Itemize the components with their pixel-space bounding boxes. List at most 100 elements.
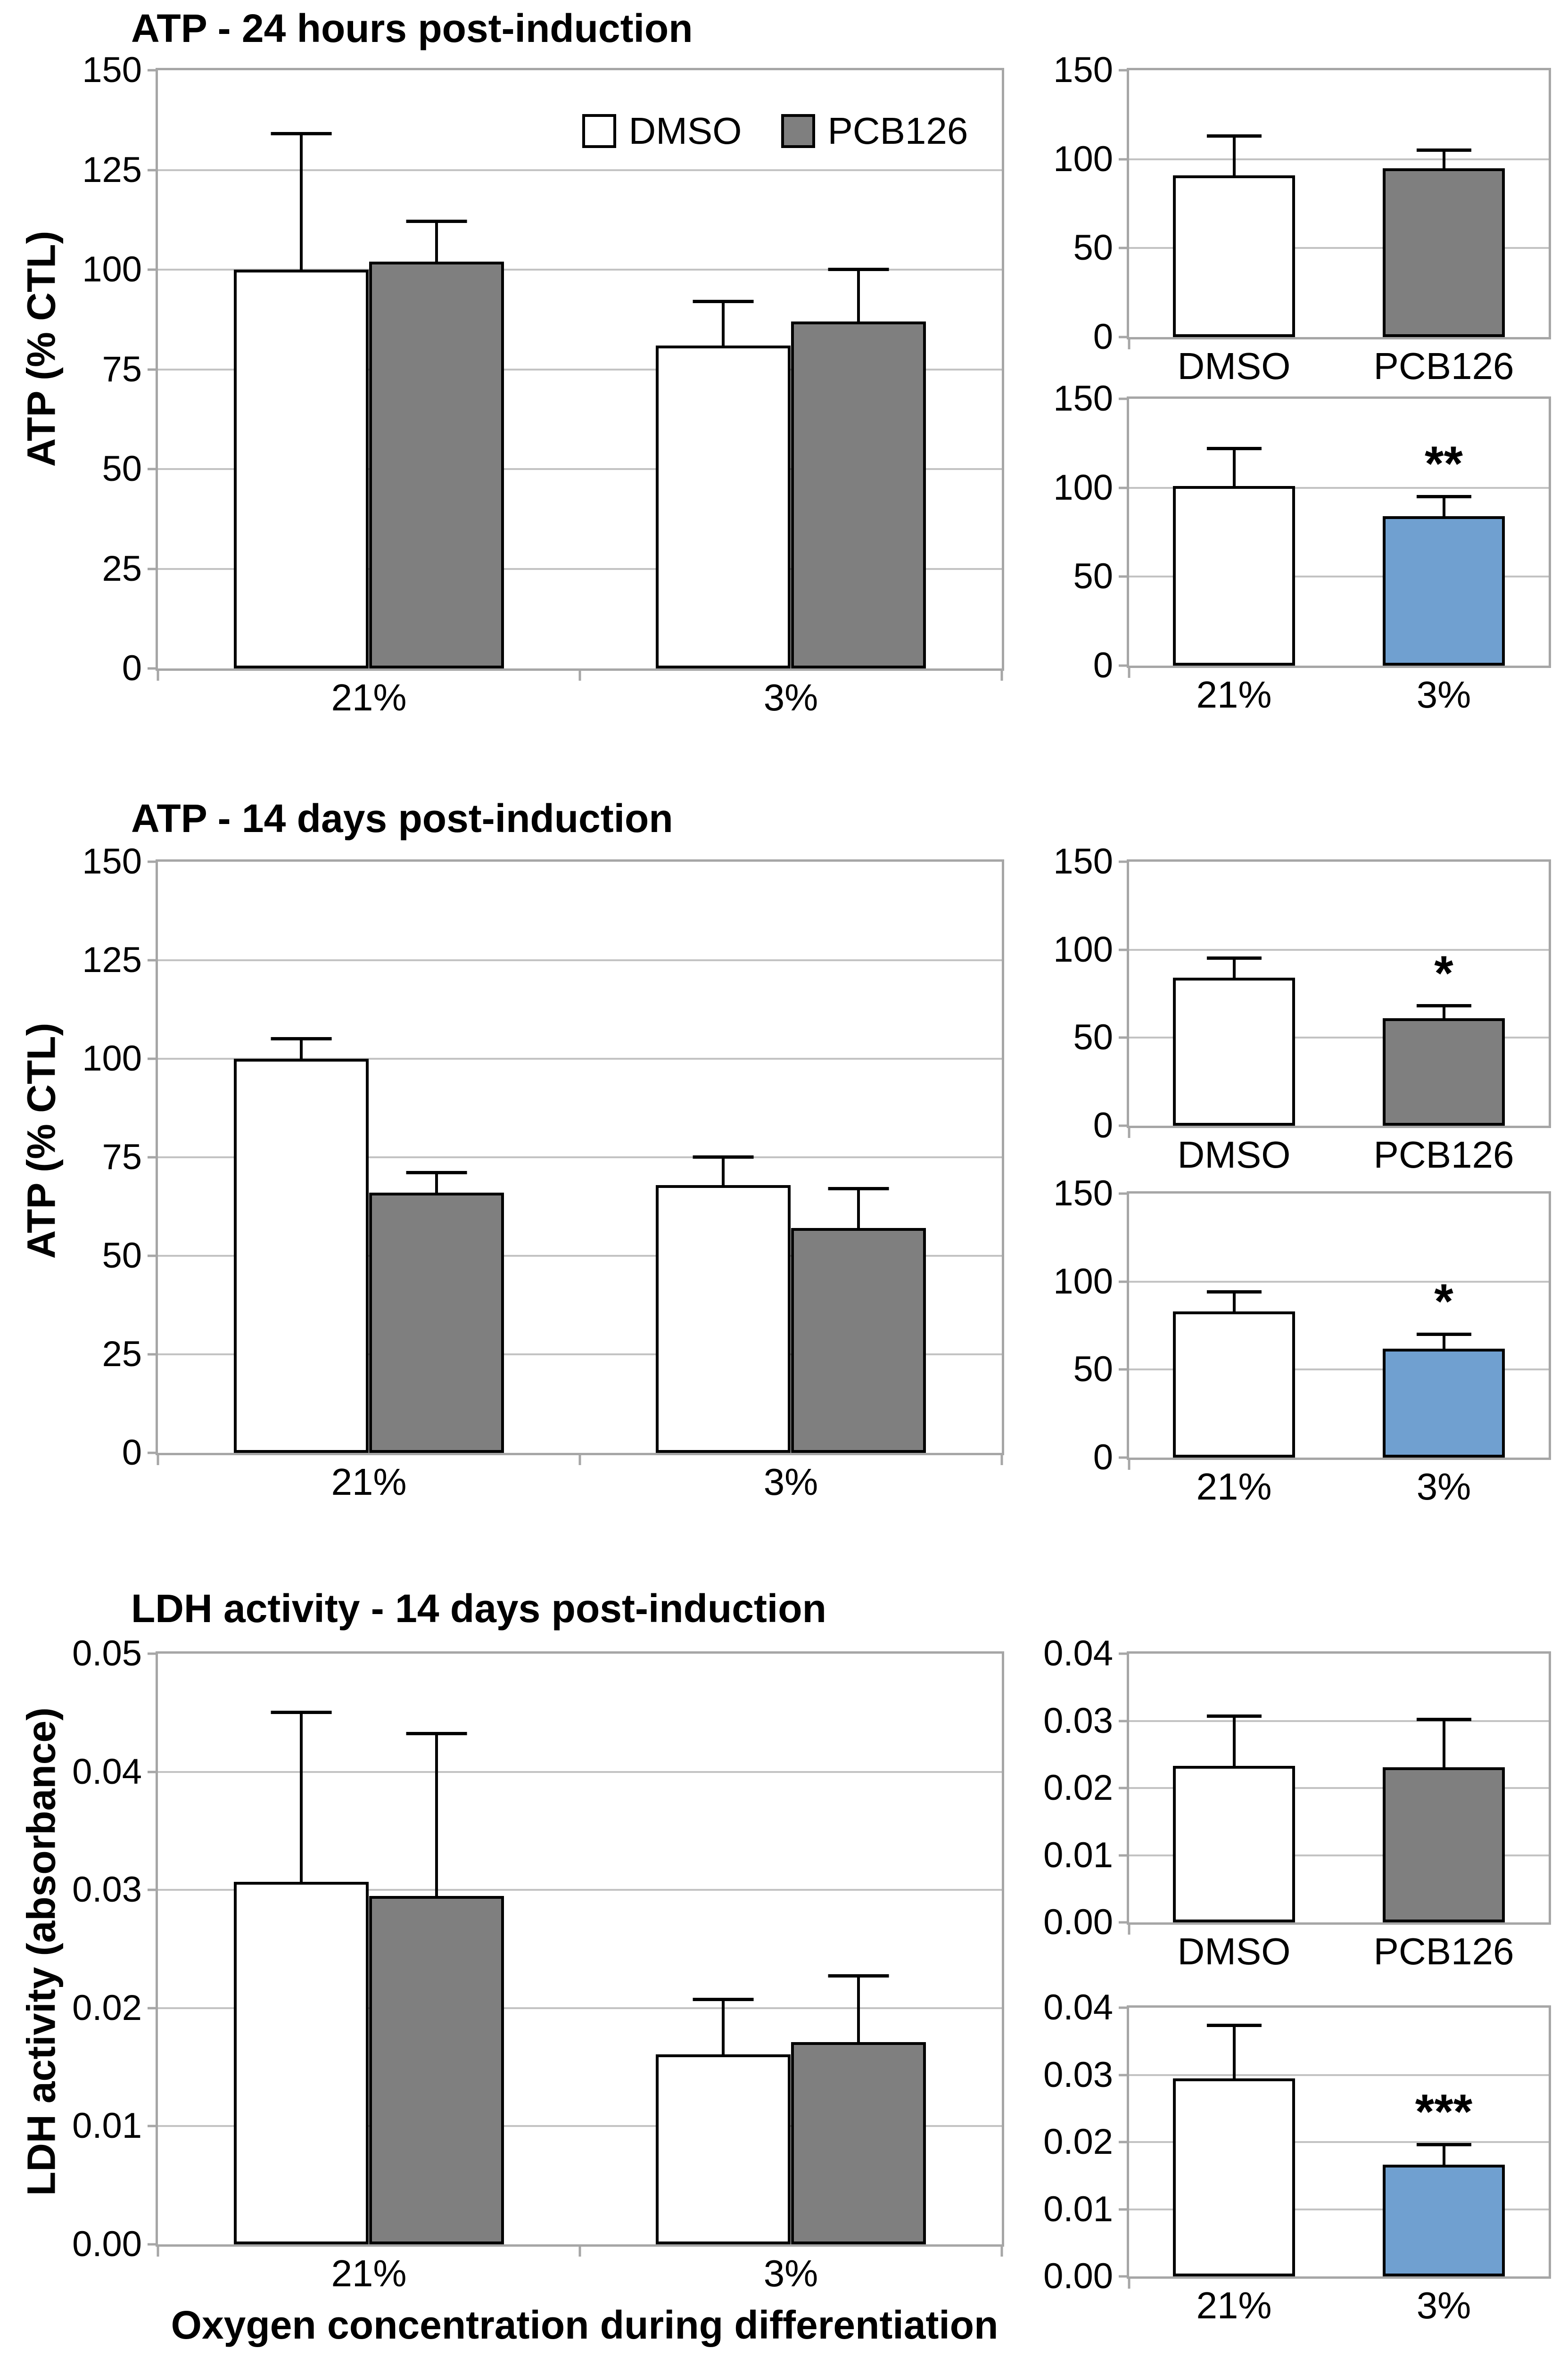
gridline bbox=[158, 1255, 1002, 1257]
chart-atp14-by-treatment: 0 50 100 150 DMSO * PCB126 bbox=[1053, 844, 1551, 1174]
x-tick-label: 3% bbox=[763, 676, 818, 718]
y-tick-label: 50 bbox=[1073, 1017, 1113, 1058]
x-tick-label: 21% bbox=[331, 2252, 407, 2294]
bar-3pct-dmso bbox=[656, 1185, 791, 1453]
gridline bbox=[158, 1058, 1002, 1060]
y-tick bbox=[1119, 2074, 1129, 2076]
y-tick bbox=[1119, 1720, 1129, 1722]
y-tick-label: 0.01 bbox=[1043, 2189, 1113, 2229]
y-tick-label: 25 bbox=[102, 548, 142, 589]
gridline bbox=[158, 2125, 1002, 2127]
gridline bbox=[158, 1353, 1002, 1355]
x-tick bbox=[1128, 1458, 1131, 1470]
gridline bbox=[158, 959, 1002, 961]
x-tick bbox=[1000, 2244, 1003, 2257]
y-tick bbox=[1119, 336, 1129, 338]
x-tick-label: 3% bbox=[763, 2252, 818, 2294]
error-bar bbox=[300, 134, 303, 270]
x-tick bbox=[578, 2244, 581, 2257]
gridline bbox=[1129, 576, 1549, 578]
error-bar-cap bbox=[693, 1155, 754, 1159]
error-bar-cap bbox=[1206, 956, 1262, 960]
y-tick bbox=[1119, 158, 1129, 161]
y-tick-label: 150 bbox=[82, 841, 142, 882]
x-tick-label: PCB126 bbox=[1373, 1930, 1514, 1972]
y-tick bbox=[148, 1156, 158, 1159]
error-bar bbox=[857, 1188, 860, 1228]
y-tick bbox=[1119, 1036, 1129, 1039]
gridline bbox=[158, 1889, 1002, 1891]
y-tick bbox=[1119, 1192, 1129, 1195]
x-tick-label: 21% bbox=[1196, 674, 1272, 716]
chart-title-ldh: LDH activity - 14 days post-induction bbox=[131, 1586, 826, 1631]
gridline bbox=[158, 2007, 1002, 2009]
y-tick-label: 125 bbox=[82, 149, 142, 190]
bar-pcb126-pcb126 bbox=[1383, 1767, 1505, 1922]
error-bar-cap bbox=[271, 132, 332, 136]
gridline bbox=[1129, 2074, 1549, 2076]
gridline bbox=[158, 368, 1002, 371]
y-tick-label: 50 bbox=[1073, 1349, 1113, 1390]
x-tick-label: DMSO bbox=[1177, 1134, 1291, 1176]
gridline bbox=[1129, 247, 1549, 249]
error-bar bbox=[1232, 958, 1236, 978]
gridline bbox=[158, 269, 1002, 271]
legend-label: PCB126 bbox=[827, 109, 968, 152]
x-tick bbox=[578, 1453, 581, 1465]
gridline bbox=[1129, 1037, 1549, 1039]
y-tick bbox=[1119, 2006, 1129, 2009]
y-tick-label: 150 bbox=[82, 50, 142, 90]
y-tick bbox=[1119, 2141, 1129, 2143]
y-tick-label: 0.00 bbox=[1043, 2256, 1113, 2296]
y-tick-label: 50 bbox=[1073, 228, 1113, 268]
legend-label: DMSO bbox=[628, 109, 742, 152]
chart-ldh-by-oxygen: 0.00 0.01 0.02 0.03 0.04 21% *** 3% bbox=[1043, 1990, 1551, 2324]
error-bar bbox=[722, 2000, 725, 2054]
bar-pcb126-pcb126 bbox=[1383, 1018, 1505, 1126]
error-bar-cap bbox=[406, 1732, 467, 1736]
significance-label: * bbox=[1434, 1274, 1453, 1329]
bar-21pct-pcb126 bbox=[369, 1895, 504, 2244]
y-tick-label: 0 bbox=[1093, 1437, 1113, 1477]
y-tick bbox=[148, 1451, 158, 1454]
y-tick-label: 100 bbox=[82, 249, 142, 289]
x-tick bbox=[1000, 1453, 1003, 1465]
y-tick-label: 0 bbox=[122, 1433, 142, 1473]
gridline bbox=[158, 1156, 1002, 1158]
error-bar bbox=[1232, 1292, 1236, 1312]
y-tick bbox=[1119, 575, 1129, 578]
error-bar bbox=[857, 1976, 860, 2043]
bar-dmso-dmso bbox=[1173, 175, 1295, 337]
error-bar-cap bbox=[1206, 1290, 1262, 1294]
error-bar bbox=[1442, 1006, 1445, 1019]
y-tick bbox=[1119, 486, 1129, 489]
error-bar bbox=[1232, 136, 1236, 175]
y-tick-label: 0.02 bbox=[1043, 1768, 1113, 1808]
bar-21pct-21pct bbox=[1173, 1311, 1295, 1458]
error-bar-cap bbox=[1206, 446, 1262, 450]
y-tick bbox=[148, 2007, 158, 2010]
y-tick bbox=[1119, 664, 1129, 667]
x-tick bbox=[1128, 1922, 1131, 1935]
y-tick-label: 0.03 bbox=[72, 1870, 142, 1910]
y-tick bbox=[1119, 2275, 1129, 2278]
error-bar-cap bbox=[271, 1037, 332, 1041]
y-tick-label: 0.00 bbox=[1043, 1902, 1113, 1942]
x-tick-label: DMSO bbox=[1177, 1930, 1291, 1972]
y-tick-label: 0.01 bbox=[1043, 1835, 1113, 1875]
chart-ldh-main: 0.00 0.01 0.02 0.03 0.04 0.05 21% 3% bbox=[72, 1636, 1004, 2292]
significance-label: * bbox=[1434, 946, 1453, 1001]
x-tick bbox=[578, 668, 581, 681]
gridline bbox=[158, 169, 1002, 171]
gridline bbox=[1129, 1854, 1549, 1856]
error-bar-cap bbox=[828, 1187, 889, 1190]
gridline bbox=[1129, 2208, 1549, 2210]
y-tick bbox=[1119, 1787, 1129, 1789]
bar-3pct-pcb126 bbox=[791, 2042, 926, 2244]
bar-3pct-pcb126 bbox=[791, 321, 926, 668]
bar-3pct-3pct bbox=[1383, 1348, 1505, 1458]
error-bar-cap bbox=[1416, 494, 1471, 498]
x-tick-label: 21% bbox=[1196, 2284, 1272, 2326]
chart-atp14-main: 0 25 50 75 100 125 150 21% 3% bbox=[82, 844, 1004, 1501]
y-tick bbox=[1119, 247, 1129, 249]
